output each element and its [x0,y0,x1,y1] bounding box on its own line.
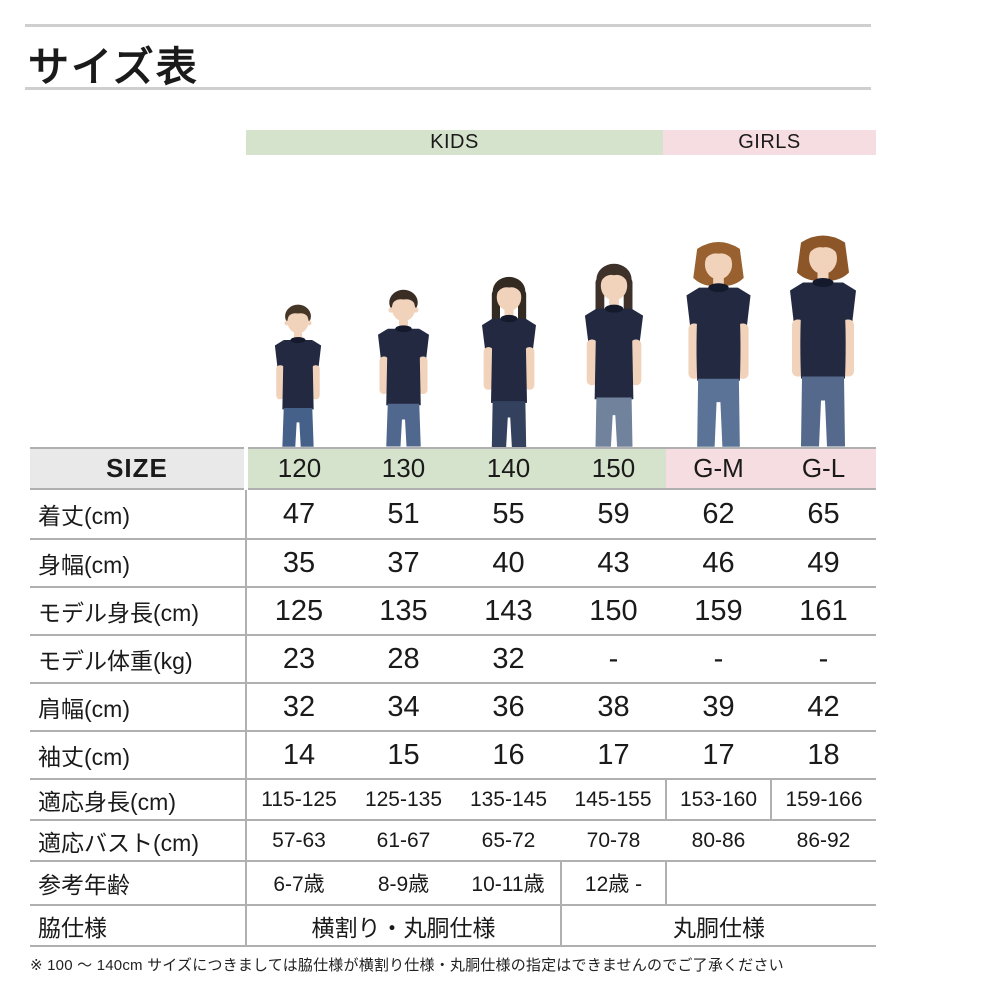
cell-value: 46 [702,546,735,579]
row-label: 参考年齢 [30,861,247,905]
cell-value: 34 [387,690,420,723]
model-photo-150 [584,263,644,447]
table-row-model-height: モデル身長(cm) 125 135 143 150 159 161 [30,587,876,635]
cell-value: 115-125 [261,787,337,811]
cell-value: 15 [387,738,420,771]
kids-group-label: KIDS [430,131,479,153]
row-label: モデル体重(kg) [30,635,247,683]
cell-value: 17 [597,738,630,771]
cell-value: 159-166 [785,787,863,811]
cell-value: 150 [589,594,638,627]
cell-value: 135 [379,594,428,627]
cell-value: 39 [702,690,735,723]
cell-value: 135-145 [469,787,548,811]
col-header-150: 150 [561,448,666,489]
title-rule-bottom [25,87,871,90]
cell-value: 49 [807,546,840,579]
cell-value: - [818,642,829,675]
table-row-body-length: 着丈(cm) 47 51 55 59 62 65 [30,489,876,539]
cell-value-empty [666,861,876,905]
cell-value: 43 [597,546,630,579]
cell-value: 28 [387,642,420,675]
cell-value: 59 [597,497,630,530]
cell-value: 57-63 [272,828,326,852]
row-label: 脇仕様 [30,905,247,946]
row-label: 身幅(cm) [30,539,247,587]
cell-value: 125-135 [364,787,443,811]
size-table: SIZE 120 130 140 150 G-M G-L 着丈(cm) 47 5… [30,447,876,947]
cell-value: 143 [484,594,533,627]
table-row-reference-age: 参考年齢 6-7歳 8-9歳 10-11歳 12歳 - [30,861,876,905]
cell-value: 6-7歳 [273,873,325,896]
model-photo-140 [482,276,536,447]
cell-side-spec-kids: 横割り・丸胴仕様 [311,914,496,941]
model-photo-gl [790,235,856,447]
cell-value: 23 [282,642,316,675]
row-label: 着丈(cm) [30,489,247,539]
cell-value: 37 [387,546,420,579]
cell-value: 65 [807,497,840,530]
cell-value: 35 [282,546,316,579]
cell-value: 14 [282,738,316,771]
table-row-shoulder-width: 肩幅(cm) 32 34 36 38 39 42 [30,683,876,731]
size-header-row: SIZE 120 130 140 150 G-M G-L [30,448,876,489]
row-label: モデル身長(cm) [30,587,247,635]
cell-value: 32 [282,690,316,723]
col-header-gm: G-M [666,448,771,489]
table-row-fit-height: 適応身長(cm) 115-125 125-135 135-145 145-155… [30,779,876,820]
cell-value: 8-9歳 [377,873,430,896]
cell-value: 153-160 [665,779,772,820]
cell-value: 51 [387,497,420,530]
model-photo-120 [274,304,322,447]
model-photo-130 [378,289,429,447]
table-row-side-spec: 脇仕様 横割り・丸胴仕様 丸胴仕様 [30,905,876,946]
cell-value: 10-11歳 [471,873,545,896]
cell-value: 86-92 [796,828,851,852]
cell-value: 80-86 [691,828,746,852]
kids-group-band: KIDS [246,130,663,155]
col-header-120: 120 [246,448,351,489]
cell-value: - [608,642,619,675]
table-row-model-weight: モデル体重(kg) 23 28 32 - - - [30,635,876,683]
page-title: サイズ表 [28,44,199,90]
row-label: 肩幅(cm) [30,683,247,731]
cell-value: 47 [282,497,316,530]
cell-side-spec-girls: 丸胴仕様 [560,905,876,946]
cell-value: 36 [492,690,525,723]
cell-value: 159 [694,594,743,627]
cell-value: 40 [492,546,525,579]
cell-value: 145-155 [574,787,652,811]
row-label: 適応身長(cm) [30,779,247,820]
girls-group-label: GIRLS [738,131,801,153]
girls-group-band: GIRLS [663,130,876,155]
table-row-body-width: 身幅(cm) 35 37 40 43 46 49 [30,539,876,587]
col-header-gl: G-L [771,448,876,489]
model-photo-gm [686,242,751,447]
row-label: 袖丈(cm) [30,731,247,779]
table-row-sleeve-length: 袖丈(cm) 14 15 16 17 17 18 [30,731,876,779]
cell-value: 65-72 [481,828,536,852]
cell-value: 161 [799,594,848,627]
cell-value: 42 [807,690,840,723]
cell-value: - [713,642,724,675]
size-corner-label: SIZE [30,448,248,489]
table-row-fit-bust: 適応バスト(cm) 57-63 61-67 65-72 70-78 80-86 … [30,820,876,861]
col-header-130: 130 [351,448,456,489]
footnote: ※ 100 ～ 140cm サイズにつきましては脇仕様が横割り仕様・丸胴仕様の指… [30,957,784,974]
cell-value: 70-78 [586,828,641,852]
cell-value: 18 [807,738,840,771]
cell-value: 12歳 - [560,861,667,905]
col-header-140: 140 [456,448,561,489]
cell-value: 125 [274,594,324,627]
cell-value: 17 [702,738,735,771]
cell-value: 16 [492,738,525,771]
cell-value: 32 [492,642,525,675]
cell-value: 38 [597,690,630,723]
cell-value: 61-67 [376,828,431,852]
cell-value: 55 [492,497,525,530]
title-rule-top [25,24,871,27]
row-label: 適応バスト(cm) [30,820,247,861]
cell-value: 62 [702,497,735,530]
